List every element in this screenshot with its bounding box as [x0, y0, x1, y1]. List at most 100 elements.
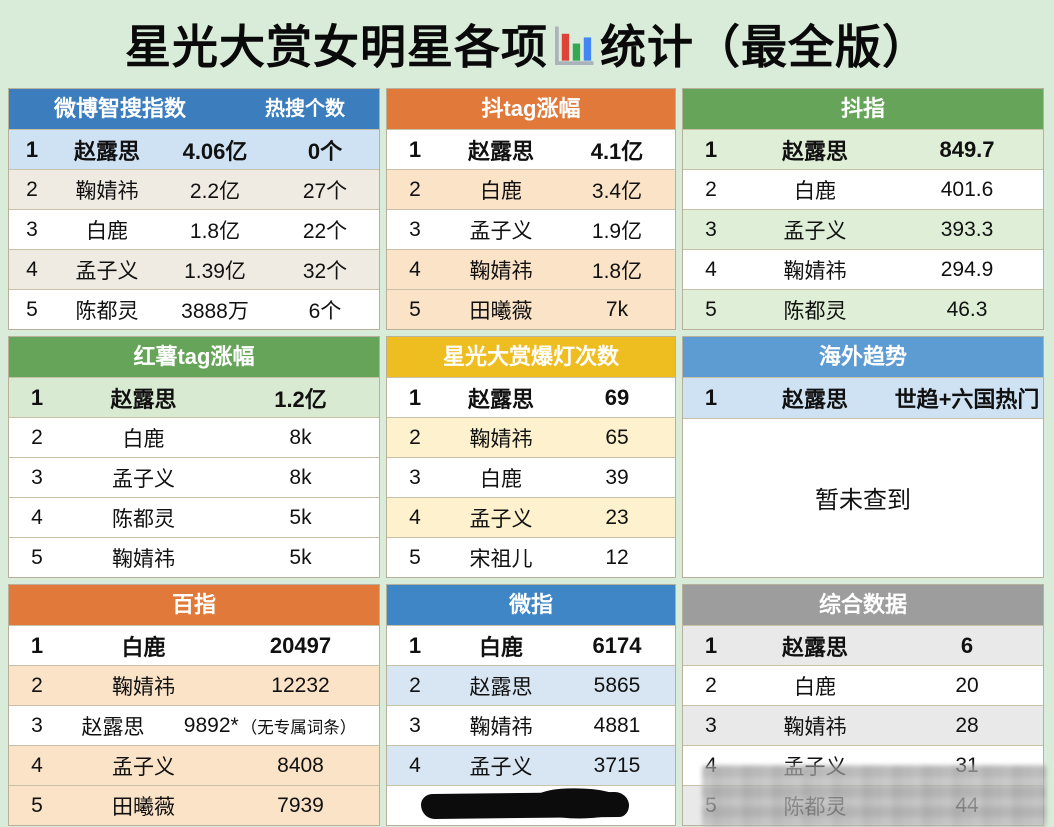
table-row: 3 孟子义 1.9亿: [387, 209, 675, 249]
rank-cell: 2: [409, 673, 421, 697]
extra-cell: 27个: [302, 179, 348, 203]
table-title: 综合数据: [818, 592, 907, 617]
table-baidu-index: 百指 1 白鹿 20497 2 鞠婧祎 12232 3 赵露思 9892* （无专属词条） 4 孟子义 8…: [8, 584, 380, 826]
name-cell: 陈都灵: [783, 299, 847, 323]
table-row: 4 陈都灵 5k: [9, 497, 379, 537]
value-text: 8k: [289, 465, 312, 489]
value-cell: 1.9亿: [559, 215, 675, 245]
value-text: 3888万: [181, 299, 249, 323]
rank-cell: 1: [408, 136, 422, 162]
rank-cell: 4: [26, 257, 38, 281]
table-overseas-trends: 海外趋势 1 赵露思 世趋+六国热门 暂未查到: [682, 336, 1044, 578]
value-cell: 世趋+六国热门: [891, 382, 1043, 414]
table-douyin-index: 抖指 1 赵露思 849.7 2 白鹿 401.6 3 孟子义 393.3 4 鞠婧祎 294.9 5 陈都…: [682, 88, 1044, 330]
value-text: 39: [605, 465, 629, 489]
value-cell: 7k: [559, 298, 675, 322]
value-text: 8408: [277, 753, 324, 777]
value-cell: 7939: [222, 794, 379, 818]
rank-cell: 1: [408, 384, 422, 410]
name-cell: 白鹿: [794, 179, 836, 203]
extra-cell: 0个: [307, 138, 343, 164]
name-cell: 田曦薇: [112, 795, 175, 819]
name-cell: 孟子义: [469, 219, 533, 243]
name-cell: 鞠婧祎: [112, 547, 175, 571]
name-cell: 白鹿: [121, 634, 166, 660]
table-row: 3 白鹿 1.8亿 22个: [9, 209, 379, 249]
name-cell: 赵露思: [781, 634, 848, 660]
value-note: （无专属词条）: [240, 718, 357, 737]
name-cell: 赵露思: [781, 138, 848, 164]
rank-cell: 3: [26, 217, 38, 241]
table-weibo-index: 微指 1 白鹿 6174 2 赵露思 5865 3 鞠婧祎 4881 4 孟子义 3715: [386, 584, 676, 826]
rank-cell: 1: [30, 384, 44, 410]
value-cell: 4.1亿: [559, 134, 675, 166]
table-row: 3 白鹿 39: [387, 457, 675, 497]
value-text: 3.4亿: [591, 179, 643, 203]
value-text: 1.8亿: [189, 219, 241, 243]
rank-cell: 2: [31, 673, 43, 697]
rank-cell: 1: [704, 632, 718, 658]
name-cell: 白鹿: [86, 219, 128, 243]
name-cell: 鞠婧祎: [469, 427, 533, 451]
name-cell: 孟子义: [469, 507, 533, 531]
table-douyin-tag-growth: 抖tag涨幅 1 赵露思 4.1亿 2 白鹿 3.4亿 3 孟子义 1.9亿 4 鞠婧祎 1.8亿 5 田曦…: [386, 88, 676, 330]
value-text: 401.6: [940, 177, 994, 201]
rank-cell: 2: [705, 673, 717, 697]
name-cell: 赵露思: [467, 386, 534, 412]
value-text: 1.2亿: [274, 386, 327, 412]
value-text: 393.3: [940, 217, 994, 241]
name-cell: 赵露思: [110, 386, 177, 412]
table-title: 抖指: [840, 96, 885, 121]
value-text: 12232: [271, 673, 330, 697]
table-row: 2 鞠婧祎 12232: [9, 665, 379, 705]
rank-cell: 4: [31, 505, 43, 529]
value-cell: 1.8亿: [559, 255, 675, 285]
table-row: 5 田曦薇 7939: [9, 785, 379, 825]
table-row: 1 白鹿 20497: [9, 625, 379, 665]
value-text: 4.06亿: [182, 138, 248, 164]
value-cell: 1.8亿: [159, 215, 271, 245]
value-text: 5k: [289, 545, 312, 569]
table-header-overseas-trends: 海外趋势: [683, 337, 1043, 377]
redaction-scribble-icon: [420, 791, 630, 820]
table-header-xingguang-baodeng-count: 星光大赏爆灯次数: [387, 337, 675, 377]
table-row: 2 鞠婧祎 65: [387, 417, 675, 457]
value-cell: 5k: [222, 506, 379, 530]
extra-cell: 32个: [302, 259, 348, 283]
table-row: 1 赵露思 69: [387, 377, 675, 417]
table-row: 5 宋祖儿 12: [387, 537, 675, 577]
rank-cell: 3: [409, 217, 421, 241]
page-title-before: 星光大赏女明星各项: [125, 21, 548, 73]
value-cell: 4881: [559, 714, 675, 738]
table-title: 百指: [171, 592, 216, 617]
rank-cell: 4: [409, 257, 421, 281]
name-cell: 孟子义: [783, 219, 847, 243]
table-row: 3 鞠婧祎 4881: [387, 705, 675, 745]
table-header-weibo-zhisou-index: 微博智搜指数 热搜个数: [9, 89, 379, 129]
table-row: 1 赵露思 6: [683, 625, 1043, 665]
table-row: 3 鞠婧祎 28: [683, 705, 1043, 745]
table-xingguang-baodeng-count: 星光大赏爆灯次数 1 赵露思 69 2 鞠婧祎 65 3 白鹿 39 4 孟子义 23 5 宋祖儿 12: [386, 336, 676, 578]
name-cell: 赵露思: [469, 675, 533, 699]
table-title: 红薯tag涨幅: [133, 344, 255, 369]
extra-cell: 6个: [308, 299, 342, 323]
table-row: 5 田曦薇 7k: [387, 289, 675, 329]
table-row: [387, 785, 675, 825]
name-cell: 鞠婧祎: [783, 715, 847, 739]
rank-cell: 3: [705, 713, 717, 737]
rank-cell: 4: [31, 753, 43, 777]
table-row: 4 孟子义 1.39亿 32个: [9, 249, 379, 289]
rank-cell: 1: [30, 632, 44, 658]
value-cell: 5865: [559, 674, 675, 698]
table-row: 4 鞠婧祎 294.9: [683, 249, 1043, 289]
value-text: 28: [955, 713, 979, 737]
value-text: 23: [605, 505, 629, 529]
value-text: 4881: [593, 713, 641, 737]
value-text: 12: [605, 545, 629, 569]
overseas-empty-note: 暂未查到: [683, 417, 1043, 577]
table-title: 星光大赏爆灯次数: [442, 344, 619, 369]
value-cell: 1.2亿: [222, 382, 379, 414]
value-cell: 5k: [222, 546, 379, 570]
name-cell: 白鹿: [122, 427, 165, 451]
